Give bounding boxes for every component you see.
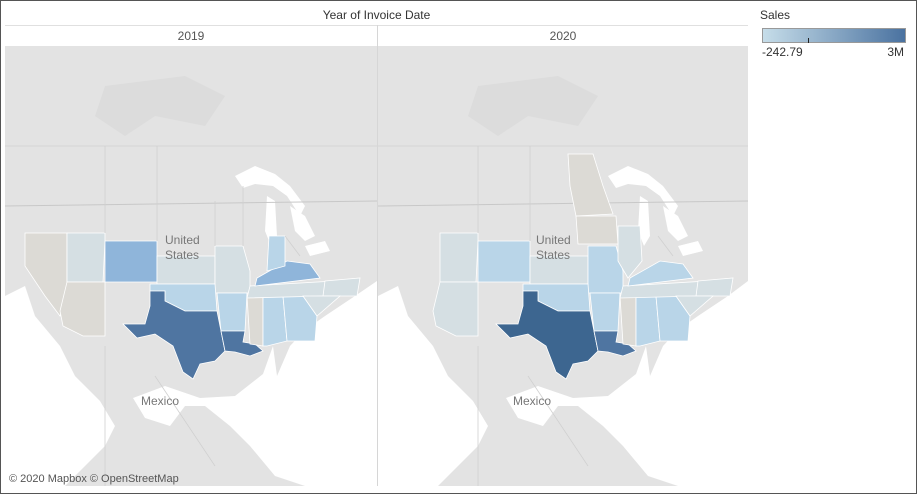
label-united: United bbox=[536, 233, 571, 247]
state-utah[interactable] bbox=[66, 232, 106, 283]
state-south-carolina[interactable] bbox=[302, 295, 342, 317]
state-kentucky[interactable] bbox=[627, 260, 694, 287]
label-united: United bbox=[165, 233, 200, 247]
state-mississippi[interactable] bbox=[246, 295, 264, 347]
lake-superior bbox=[235, 166, 305, 216]
state-missouri[interactable] bbox=[214, 245, 251, 294]
state-louisiana[interactable] bbox=[593, 330, 637, 357]
pane-divider bbox=[377, 25, 378, 486]
state-iowa[interactable] bbox=[575, 215, 619, 245]
state-texas[interactable] bbox=[495, 290, 599, 380]
state-north-carolina[interactable] bbox=[322, 277, 361, 297]
legend-min-label: -242.79 bbox=[762, 45, 803, 59]
state-indiana[interactable] bbox=[266, 235, 286, 272]
map-attribution[interactable]: © 2020 Mapbox © OpenStreetMap bbox=[9, 473, 179, 485]
lake-huron bbox=[663, 206, 688, 241]
lake-erie bbox=[305, 241, 330, 256]
label-states: States bbox=[165, 248, 199, 262]
canada-region bbox=[95, 76, 225, 136]
state-south-carolina[interactable] bbox=[675, 295, 715, 317]
column-header-2019[interactable]: 2019 bbox=[5, 25, 377, 47]
canada-region bbox=[468, 76, 598, 136]
state-borders bbox=[5, 145, 377, 486]
state-minnesota[interactable] bbox=[567, 153, 614, 217]
state-arizona[interactable] bbox=[432, 281, 479, 337]
state-colorado[interactable] bbox=[104, 240, 158, 283]
label-mexico: Mexico bbox=[141, 394, 179, 408]
lake-huron bbox=[290, 206, 315, 241]
legend-max-label: 3M bbox=[887, 45, 904, 59]
us-canada-border bbox=[5, 200, 377, 207]
state-arkansas[interactable] bbox=[589, 292, 621, 332]
us-canada-border bbox=[378, 200, 748, 207]
legend-color-ramp bbox=[762, 28, 906, 43]
lake-superior bbox=[608, 166, 678, 216]
state-texas[interactable] bbox=[122, 290, 226, 380]
state-utah[interactable] bbox=[439, 232, 479, 283]
pacific-ocean bbox=[378, 286, 488, 486]
lake-erie bbox=[678, 241, 703, 256]
label-states: States bbox=[536, 248, 570, 262]
state-arkansas[interactable] bbox=[216, 292, 248, 332]
state-north-carolina[interactable] bbox=[695, 277, 734, 297]
state-borders bbox=[378, 145, 748, 486]
column-header-title: Year of Invoice Date bbox=[322, 8, 431, 22]
lake-michigan bbox=[638, 196, 650, 246]
state-louisiana[interactable] bbox=[220, 330, 264, 357]
state-layer-2019 bbox=[24, 232, 361, 380]
state-layer-2020 bbox=[432, 153, 734, 380]
map-pane-2020[interactable]: United States Mexico bbox=[378, 46, 748, 486]
lake-michigan bbox=[265, 196, 277, 246]
column-header-2020[interactable]: 2020 bbox=[378, 25, 748, 47]
legend-title: Sales bbox=[760, 8, 791, 22]
map-pane-2019[interactable]: United States Mexico bbox=[5, 46, 377, 486]
state-arizona[interactable] bbox=[59, 281, 106, 337]
label-mexico: Mexico bbox=[513, 394, 551, 408]
legend-zero-tick bbox=[808, 38, 809, 43]
state-illinois[interactable] bbox=[617, 225, 643, 279]
state-mississippi[interactable] bbox=[619, 295, 637, 347]
state-colorado[interactable] bbox=[477, 240, 531, 283]
pacific-ocean bbox=[5, 286, 115, 486]
